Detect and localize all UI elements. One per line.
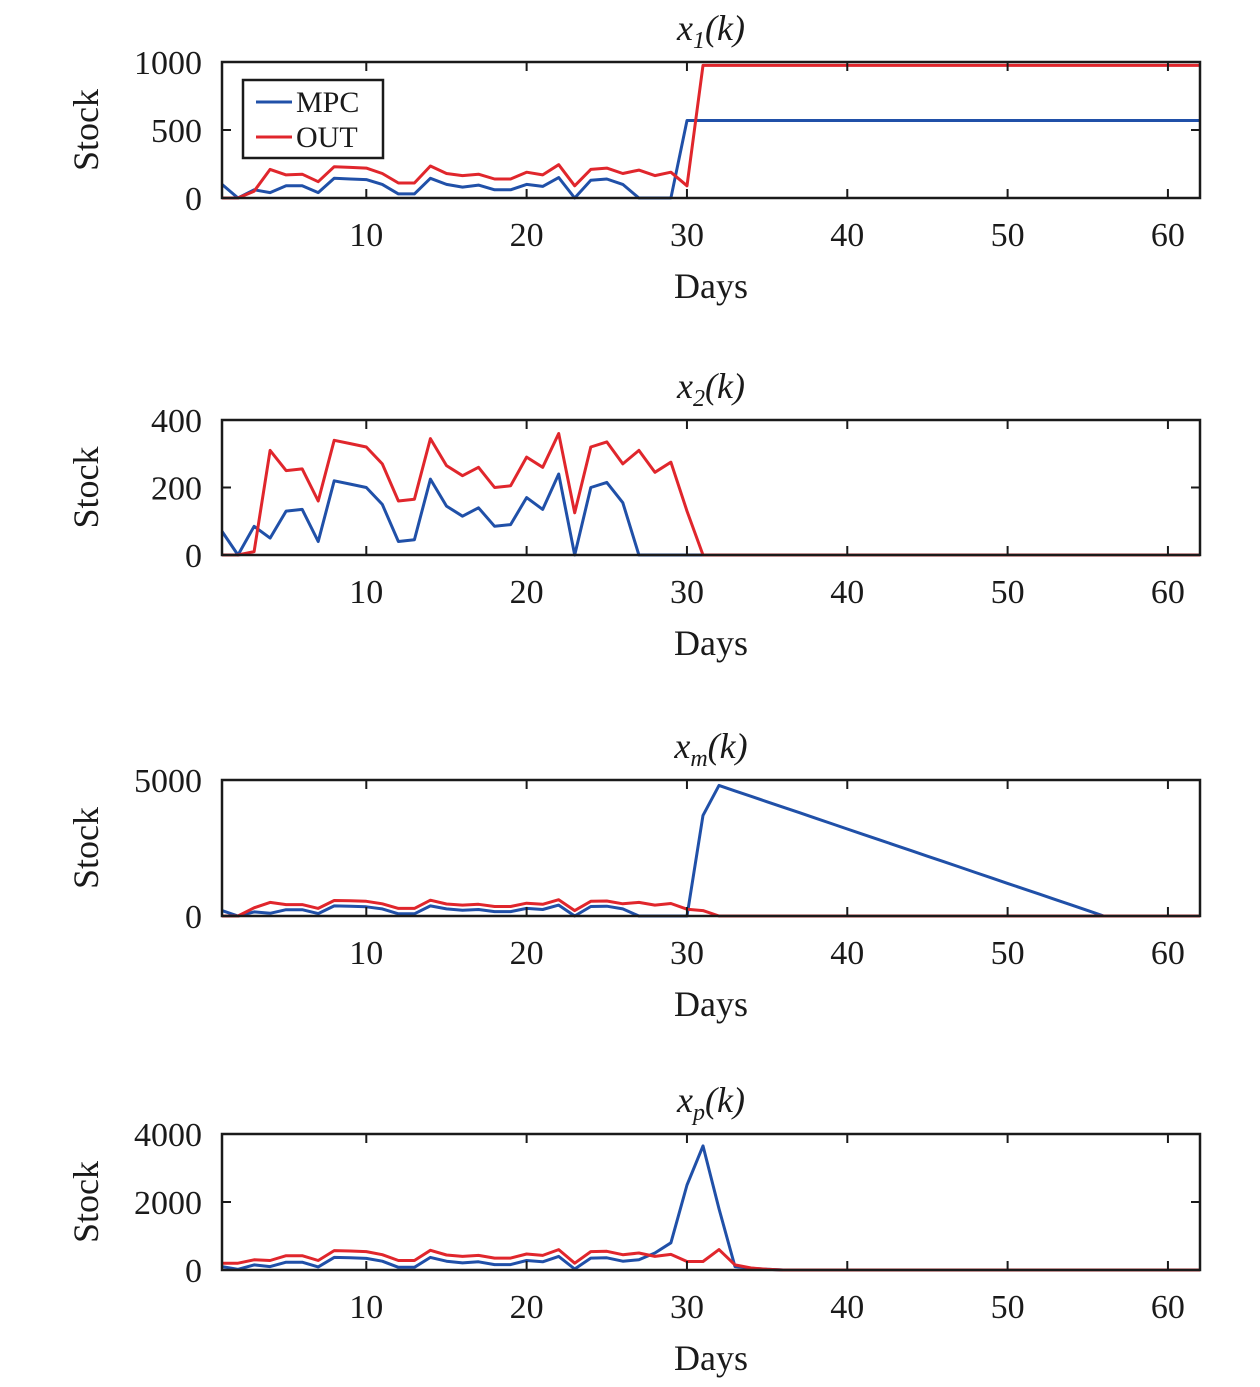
y-tick-label: 0	[185, 538, 202, 575]
subplot-title: x1(k)	[676, 8, 745, 54]
x-tick-label: 60	[1151, 1289, 1185, 1326]
x-tick-label: 30	[670, 1289, 704, 1326]
y-tick-label: 5000	[134, 763, 202, 800]
subplot-title: xp(k)	[676, 1080, 745, 1126]
y-tick-label: 2000	[134, 1185, 202, 1222]
x-tick-label: 10	[349, 935, 383, 972]
y-axis-label: Stock	[66, 1161, 106, 1243]
subplot-2: x2(k) 10 20 30 40 50 60 0 200 400 Days Stock	[66, 366, 1202, 663]
x-tick-label: 10	[349, 217, 383, 254]
x-tick-label: 20	[510, 217, 544, 254]
x-tick-label: 20	[510, 574, 544, 611]
y-tick-label: 400	[151, 403, 202, 440]
x-tick-label: 40	[830, 1289, 864, 1326]
series-line-mpc	[221, 783, 1200, 918]
axes-frame	[220, 418, 1202, 557]
x-axis-label: Days	[674, 984, 748, 1024]
x-tick-label: 20	[510, 935, 544, 972]
series-line-out	[222, 432, 1200, 557]
legend-box	[241, 78, 385, 160]
subplot-3: xm(k) 10 20 30 40 50 60 0 5000 Days Stock	[66, 726, 1202, 1024]
y-tick-label: 0	[185, 1253, 202, 1290]
y-tick-label: 500	[151, 113, 202, 150]
x-tick-label: 30	[670, 935, 704, 972]
x-axis-label: Days	[674, 623, 748, 663]
x-axis-label: Days	[674, 266, 748, 306]
subplot-title: xm(k)	[673, 726, 747, 772]
y-axis-label: Stock	[66, 807, 106, 889]
series-line-mpc	[221, 119, 1200, 200]
legend-label-mpc: MPC	[296, 86, 359, 119]
y-tick-label: 200	[151, 471, 202, 508]
x-tick-label: 40	[830, 935, 864, 972]
x-tick-label: 50	[991, 574, 1025, 611]
axes-frame	[220, 1132, 1202, 1272]
x-tick-label: 30	[670, 574, 704, 611]
y-axis-label: Stock	[66, 89, 106, 171]
series-line-out	[222, 63, 1200, 200]
x-tick-label: 50	[991, 1289, 1025, 1326]
x-tick-label: 40	[830, 217, 864, 254]
y-tick-label: 0	[185, 181, 202, 218]
x-tick-label: 10	[349, 574, 383, 611]
x-tick-label: 60	[1151, 217, 1185, 254]
y-tick-label: 1000	[134, 45, 202, 82]
x-axis-label: Days	[674, 1338, 748, 1378]
x-tick-label: 50	[991, 217, 1025, 254]
y-tick-label: 0	[185, 899, 202, 936]
series-line-mpc	[220, 472, 1200, 557]
subplot-4: xp(k) 10 20 30 40 50 60 0 2000 4000 Days Stock	[66, 1080, 1202, 1378]
x-tick-label: 10	[349, 1289, 383, 1326]
legend-label-out: OUT	[296, 121, 358, 154]
y-tick-label: 4000	[134, 1117, 202, 1154]
subplot-title: x2(k)	[676, 366, 745, 412]
x-tick-label: 20	[510, 1289, 544, 1326]
x-tick-label: 30	[670, 217, 704, 254]
axes-frame	[220, 778, 1202, 918]
x-tick-label: 40	[830, 574, 864, 611]
x-tick-label: 60	[1151, 935, 1185, 972]
y-axis-label: Stock	[66, 446, 106, 528]
x-tick-label: 60	[1151, 574, 1185, 611]
x-tick-label: 50	[991, 935, 1025, 972]
